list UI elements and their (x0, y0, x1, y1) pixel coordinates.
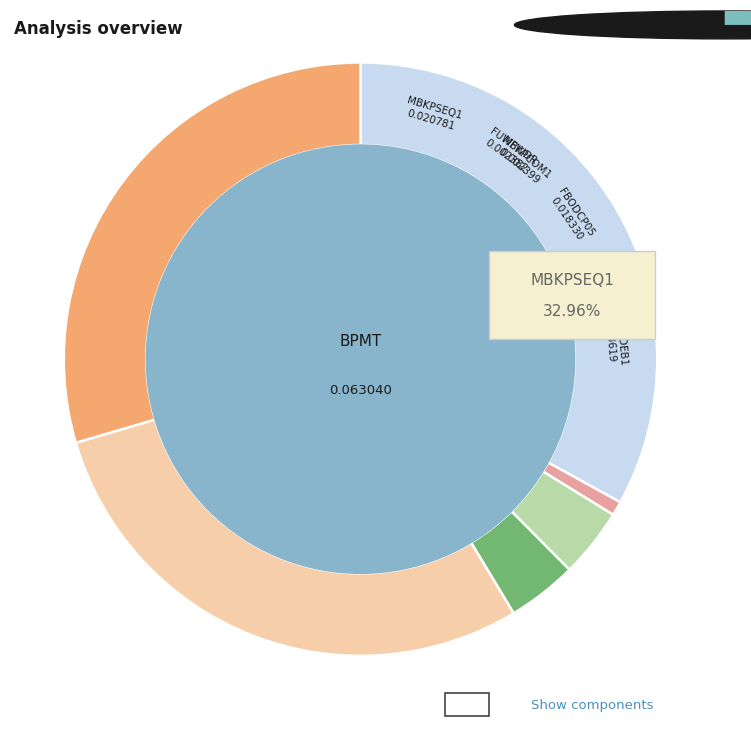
Wedge shape (725, 11, 751, 25)
Wedge shape (511, 471, 613, 570)
Text: MBKPCOM1
0.002399: MBKPCOM1 0.002399 (493, 134, 553, 189)
Text: BPMT: BPMT (339, 334, 382, 349)
Text: MBKPSEQ1: MBKPSEQ1 (530, 273, 614, 288)
Circle shape (514, 11, 751, 39)
Text: Analysis overview: Analysis overview (14, 20, 182, 38)
Wedge shape (76, 419, 514, 656)
Text: MBKPSEQ1
0.020781: MBKPSEQ1 0.020781 (403, 96, 463, 133)
Text: MBKPDEB1
0.018619: MBKPDEB1 0.018619 (602, 308, 628, 366)
Circle shape (146, 145, 575, 573)
Wedge shape (64, 62, 360, 443)
Text: Show components: Show components (531, 699, 653, 712)
Text: FUWFWDR
0.002382: FUWFWDR 0.002382 (481, 127, 538, 176)
Bar (445, 693, 489, 715)
Text: FBODCP05
0.018330: FBODCP05 0.018330 (547, 186, 596, 245)
Wedge shape (471, 511, 569, 614)
Wedge shape (360, 62, 657, 502)
Wedge shape (543, 463, 620, 515)
FancyBboxPatch shape (490, 251, 655, 339)
Text: 0.063040: 0.063040 (329, 383, 392, 397)
Text: 32.96%: 32.96% (543, 304, 602, 319)
